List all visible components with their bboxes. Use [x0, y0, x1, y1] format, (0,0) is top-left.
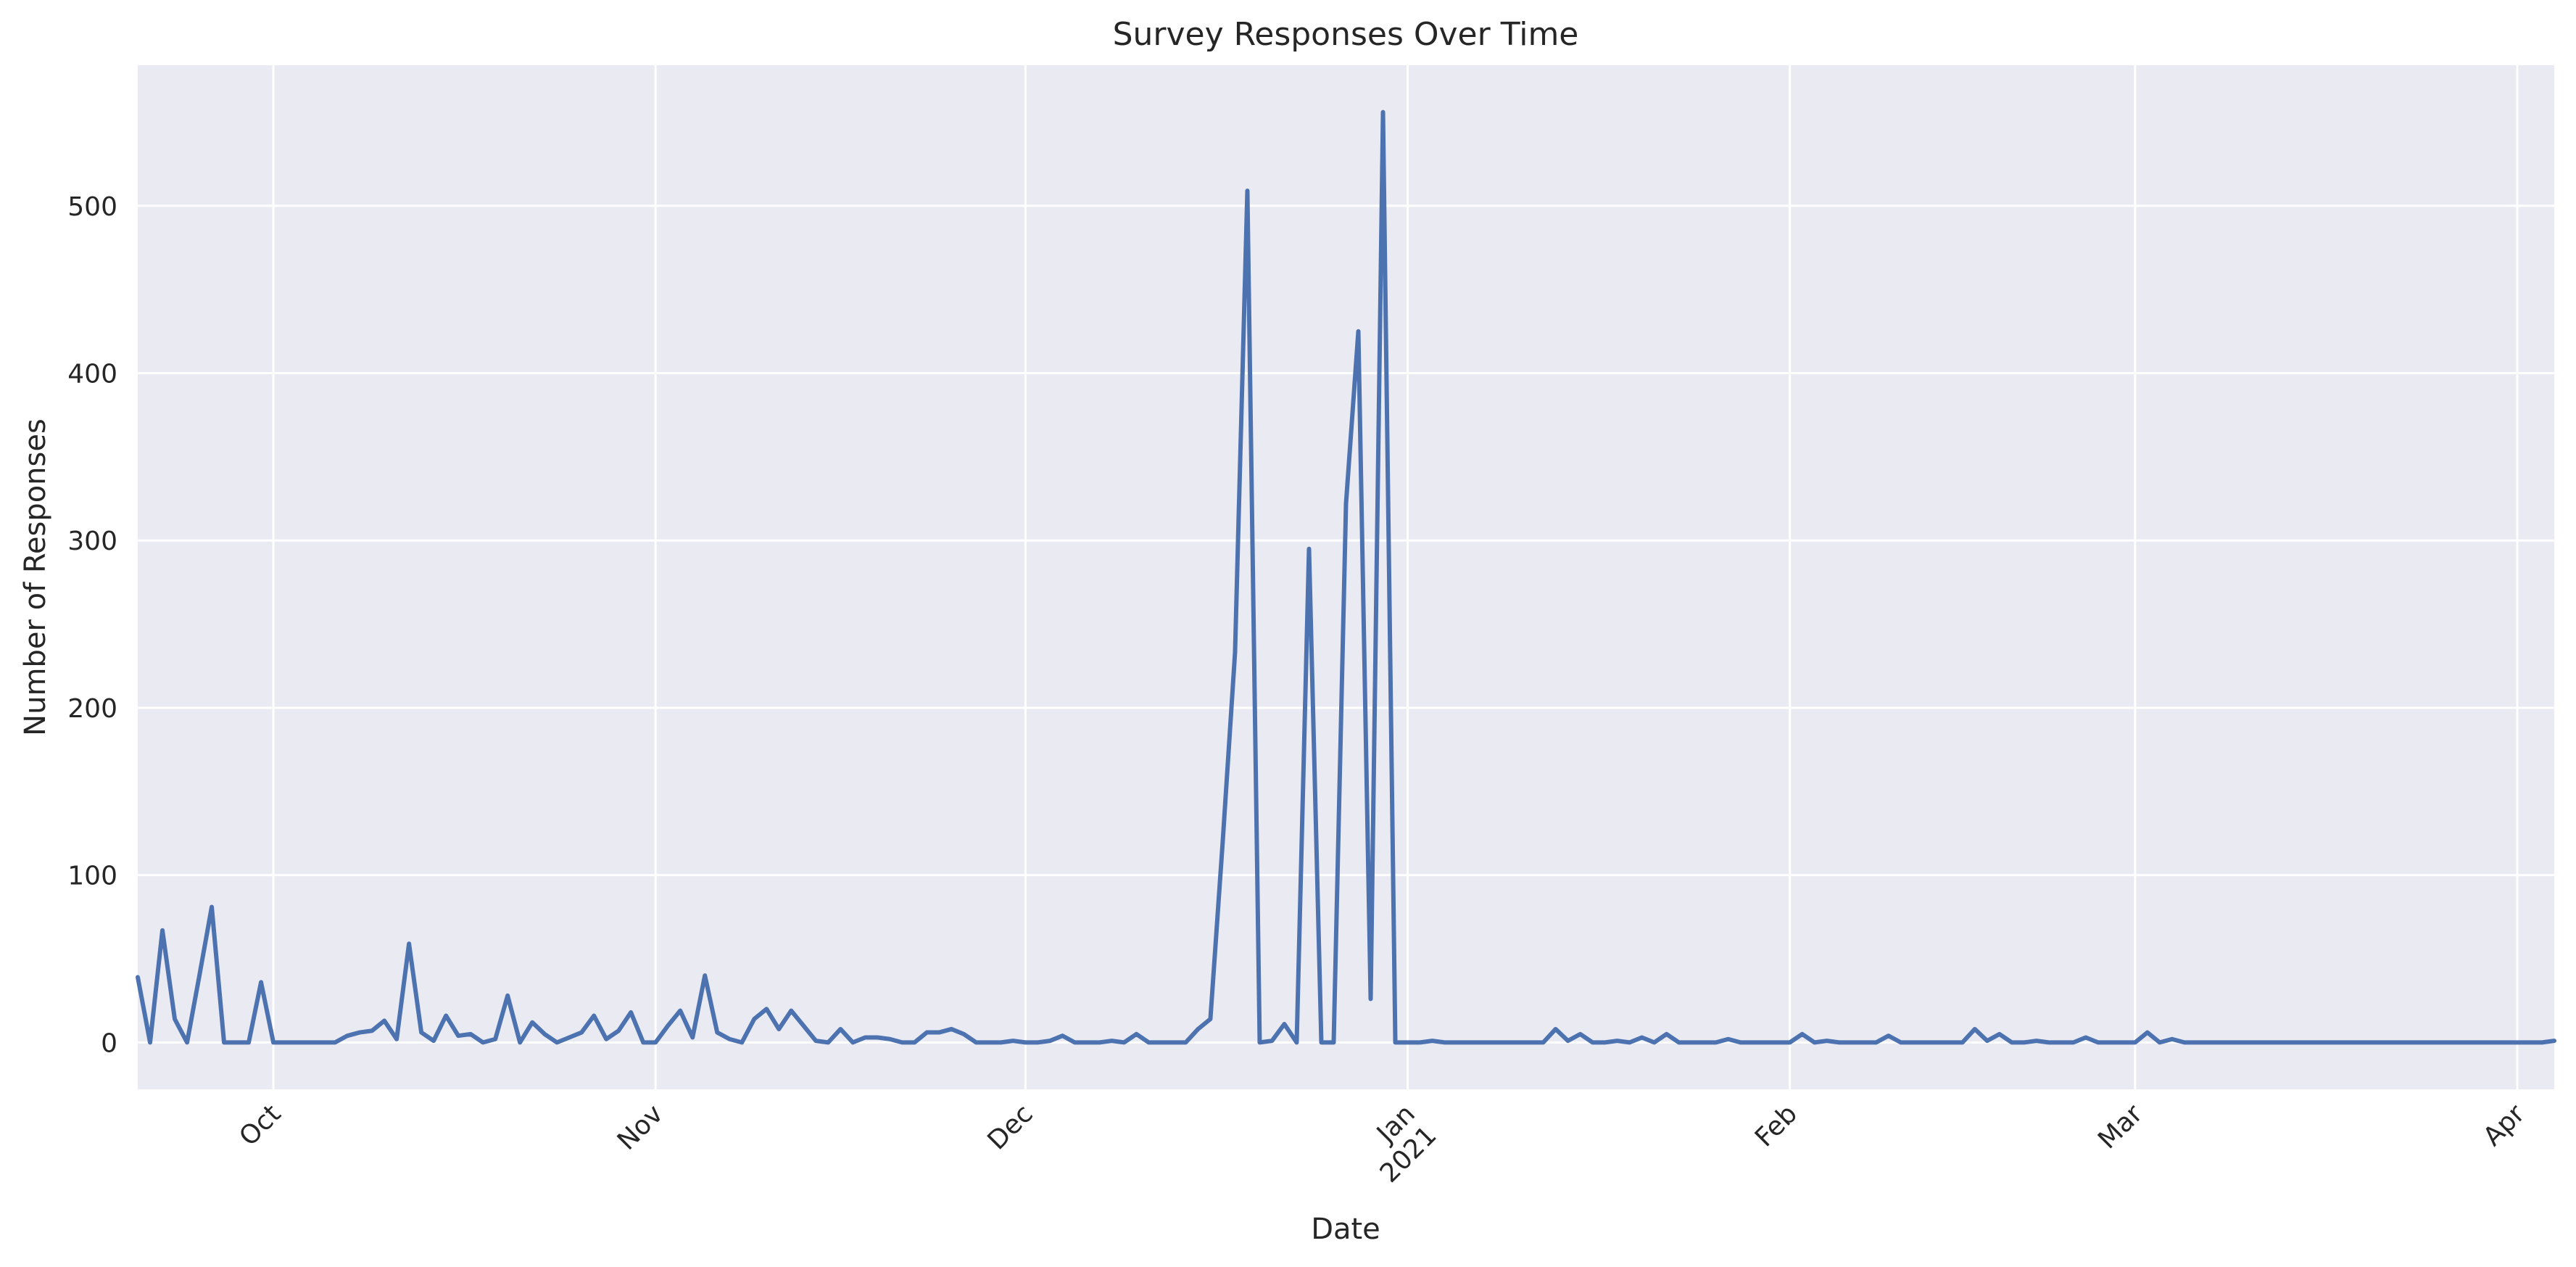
y-tick-label: 500 — [67, 192, 117, 222]
grid-lines — [138, 65, 2554, 1089]
x-axis-label: Date — [1311, 1213, 1380, 1246]
chart-title: Survey Responses Over Time — [1113, 16, 1579, 53]
y-tick-label: 400 — [67, 360, 117, 389]
series-group — [136, 110, 2556, 1045]
series-line — [136, 110, 2556, 1045]
y-tick-label: 0 — [101, 1028, 117, 1058]
y-tick-label: 200 — [67, 694, 117, 724]
y-tick-label: 300 — [67, 527, 117, 556]
y-tick-label: 100 — [67, 862, 117, 891]
y-axis-label: Number of Responses — [19, 418, 52, 736]
